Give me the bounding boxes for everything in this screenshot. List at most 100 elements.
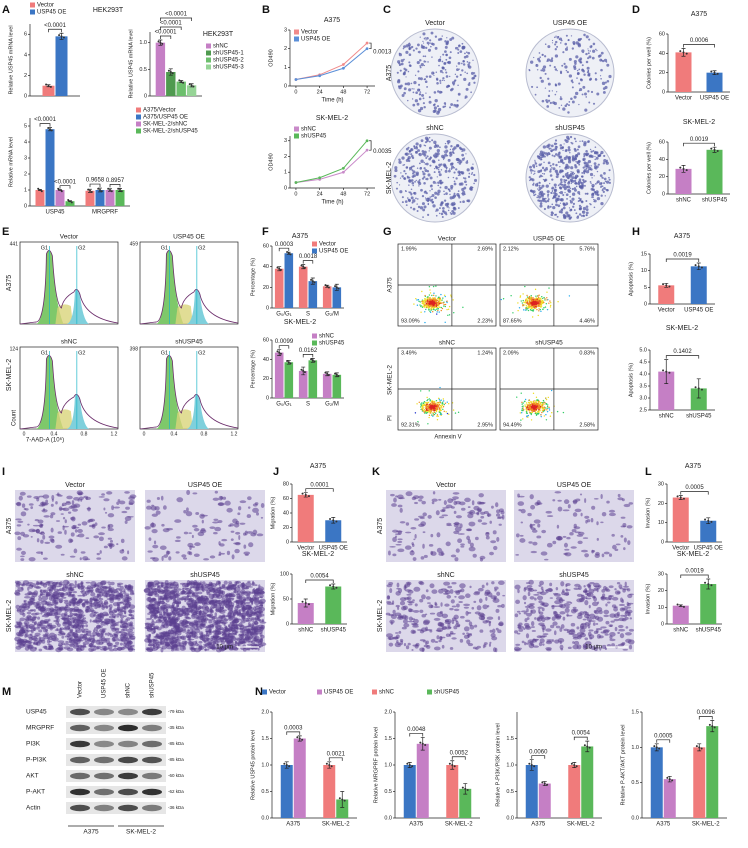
y-tick-label: 40 — [283, 510, 289, 516]
colony — [464, 177, 467, 180]
event — [524, 299, 527, 301]
legend-swatch — [136, 121, 141, 127]
colony — [405, 44, 409, 48]
chart-title: SK-MEL-2 — [683, 119, 715, 126]
cell — [89, 619, 92, 623]
quadrant-percent: 2.09% — [503, 350, 519, 356]
replicate-dot — [461, 786, 464, 789]
cell — [65, 640, 69, 644]
colony — [433, 140, 437, 145]
event — [441, 401, 444, 403]
colony — [556, 69, 558, 72]
replicate-dot — [697, 265, 700, 268]
replicate-dot — [586, 745, 589, 748]
colony — [405, 152, 409, 156]
replicate-dot — [171, 72, 174, 75]
colony — [608, 169, 611, 172]
colony — [401, 196, 404, 199]
colony — [574, 138, 576, 140]
colony — [405, 190, 407, 193]
panel-letter: B — [262, 4, 270, 16]
cell — [175, 551, 180, 554]
colony — [445, 58, 448, 61]
event — [435, 295, 437, 297]
event — [542, 399, 545, 402]
legend-label: Vector — [269, 690, 286, 696]
colony — [587, 159, 592, 164]
colony — [550, 147, 552, 149]
replicate-dot — [324, 371, 327, 374]
colony — [544, 152, 548, 155]
replicate-dot — [573, 764, 576, 766]
event — [539, 297, 541, 299]
colony — [552, 197, 554, 200]
colony — [532, 193, 535, 195]
cell — [40, 539, 44, 544]
event — [430, 405, 432, 407]
replicate-dot — [543, 782, 546, 785]
colony — [418, 179, 421, 181]
event — [547, 404, 549, 406]
colony — [600, 201, 604, 206]
colony — [445, 149, 449, 153]
colony — [581, 171, 584, 174]
replicate-dot — [276, 350, 279, 353]
colony — [455, 143, 460, 148]
colony — [427, 44, 430, 46]
colony — [579, 61, 583, 64]
cell — [62, 632, 66, 635]
colony — [551, 154, 554, 157]
column-label: shNC — [439, 340, 456, 347]
event — [434, 402, 436, 405]
colony — [467, 199, 471, 203]
colony — [412, 49, 415, 52]
replicate-dot — [70, 201, 73, 204]
replicate-dot — [288, 765, 291, 768]
colony — [447, 158, 451, 162]
colony — [416, 102, 420, 106]
colony — [425, 39, 427, 41]
cell — [108, 593, 115, 598]
colony — [397, 60, 401, 64]
colony — [449, 154, 452, 157]
cell — [234, 548, 240, 554]
colony — [595, 165, 599, 169]
colony — [396, 80, 401, 84]
event — [529, 403, 531, 406]
event — [441, 307, 444, 310]
s-phase — [55, 409, 73, 429]
event — [549, 415, 552, 417]
cell — [109, 598, 114, 604]
event — [438, 404, 441, 406]
cell — [59, 628, 63, 633]
cell — [16, 547, 22, 551]
panel-letter: J — [273, 466, 279, 478]
colony — [417, 70, 420, 73]
colony — [549, 101, 552, 105]
colony — [538, 59, 541, 63]
cell — [77, 491, 84, 496]
event — [524, 398, 527, 401]
chart-title: HEK293T — [93, 7, 124, 14]
y-tick-label: 441 — [10, 241, 19, 247]
colony — [568, 74, 573, 78]
y-tick-label: 0.5 — [506, 789, 514, 795]
colony — [573, 187, 577, 190]
chart-title: A375 — [685, 463, 701, 470]
replicate-dot — [89, 189, 91, 192]
legend-swatch — [294, 126, 299, 132]
event — [535, 396, 538, 399]
y-tick-label: 4.5 — [639, 359, 647, 365]
colony — [552, 167, 556, 171]
colony — [602, 188, 604, 190]
event — [531, 406, 533, 408]
y-tick-label: 40 — [659, 157, 665, 163]
colony — [398, 160, 402, 164]
cell — [99, 550, 102, 554]
replicate-dot — [655, 746, 658, 749]
event — [550, 389, 553, 392]
event — [535, 408, 538, 411]
colony — [443, 79, 445, 82]
replicate-dot — [49, 128, 51, 131]
colony — [539, 204, 543, 208]
